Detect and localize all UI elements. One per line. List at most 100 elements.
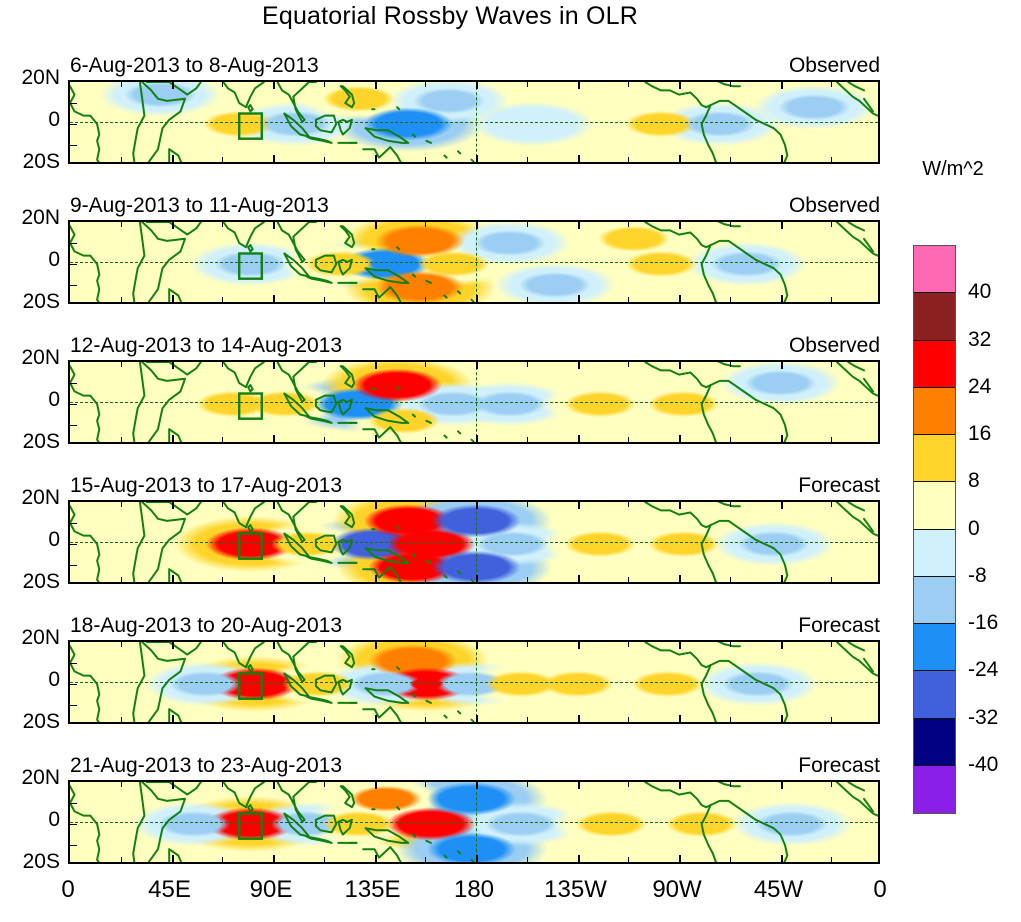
axis-tick xyxy=(273,642,275,649)
axis-tick xyxy=(831,82,833,87)
coastline xyxy=(247,804,254,813)
axis-tick xyxy=(476,222,478,229)
axis-tick xyxy=(476,435,478,442)
axis-tick xyxy=(577,502,580,509)
coastline xyxy=(283,532,311,558)
coastline xyxy=(644,362,712,389)
coastline xyxy=(362,426,402,442)
coastline xyxy=(222,222,265,249)
coastline xyxy=(700,664,717,722)
panel-date-range: 9-Aug-2013 to 11-Aug-2013 xyxy=(70,194,329,217)
colorbar-tick-label: -32 xyxy=(968,705,999,729)
axis-tick xyxy=(171,642,174,649)
axis-tick xyxy=(729,717,731,722)
coastline xyxy=(364,407,410,424)
region-marker-box xyxy=(237,112,263,140)
coastline xyxy=(132,82,146,162)
coastline xyxy=(644,502,712,529)
y-axis-label: 0 xyxy=(48,808,60,831)
axis-tick xyxy=(120,717,122,722)
axis-tick xyxy=(70,103,77,104)
x-axis-label: 90E xyxy=(249,876,293,903)
coastline xyxy=(70,785,101,862)
coastline xyxy=(847,82,865,92)
y-axis-label: 0 xyxy=(48,528,60,551)
coastline xyxy=(470,438,475,442)
y-axis-label: 20N xyxy=(21,626,60,649)
axis-tick xyxy=(374,782,377,789)
axis-tick xyxy=(780,155,783,162)
coastline xyxy=(145,362,202,376)
axis-tick xyxy=(120,857,122,862)
axis-tick xyxy=(679,222,681,229)
y-axis-label: 20S xyxy=(22,850,60,873)
equator-line xyxy=(70,682,878,683)
axis-tick xyxy=(831,502,833,507)
axis-tick xyxy=(120,782,122,787)
axis-tick xyxy=(780,362,783,369)
coastline xyxy=(222,502,265,529)
map-panel xyxy=(68,360,880,444)
x-axis-label: 45E xyxy=(148,876,191,903)
coastline xyxy=(709,659,789,722)
axis-tick xyxy=(425,437,427,442)
axis-tick xyxy=(70,544,77,545)
colorbar-band xyxy=(914,529,955,577)
coastline xyxy=(364,547,410,564)
coastline xyxy=(835,642,878,677)
axis-tick xyxy=(222,857,224,862)
y-axis-label: 20N xyxy=(21,766,60,789)
coastline xyxy=(863,797,874,813)
axis-tick xyxy=(780,435,783,442)
coastline xyxy=(411,413,417,418)
panel-kind-label: Observed xyxy=(788,54,880,77)
axis-tick xyxy=(70,383,77,384)
coastline xyxy=(396,806,401,811)
axis-tick xyxy=(120,437,122,442)
axis-tick xyxy=(679,502,681,509)
region-marker-box xyxy=(237,672,263,700)
axis-tick xyxy=(831,437,833,442)
axis-tick xyxy=(171,155,174,162)
axis-tick xyxy=(323,717,325,722)
axis-tick xyxy=(273,295,275,302)
panel-date-range: 18-Aug-2013 to 20-Aug-2013 xyxy=(70,614,343,637)
axis-tick xyxy=(679,435,681,442)
axis-tick xyxy=(374,155,377,162)
axis-tick xyxy=(120,297,122,302)
axis-tick xyxy=(628,717,630,722)
coastline-overlay xyxy=(70,782,878,862)
coastline xyxy=(339,505,356,529)
colorbar-band xyxy=(914,671,955,719)
coastline xyxy=(364,267,410,284)
panel-date-range: 15-Aug-2013 to 17-Aug-2013 xyxy=(70,474,343,497)
axis-tick xyxy=(171,362,174,369)
axis-tick xyxy=(729,222,731,227)
coastline xyxy=(305,415,333,424)
axis-tick xyxy=(628,642,630,647)
coastline xyxy=(362,146,402,162)
axis-tick xyxy=(171,715,174,722)
axis-tick xyxy=(628,82,630,87)
y-axis-label: 20N xyxy=(21,346,60,369)
axis-tick xyxy=(323,297,325,302)
colorbar-band xyxy=(914,435,955,483)
panel-kind-label: Observed xyxy=(788,334,880,357)
axis-tick xyxy=(120,502,122,507)
coastline xyxy=(141,362,186,442)
panel-header: 9-Aug-2013 to 11-Aug-2013 Observed xyxy=(68,194,880,222)
colorbar-tick-label: 24 xyxy=(968,374,992,398)
axis-tick xyxy=(120,157,122,162)
axis-tick xyxy=(831,362,833,367)
axis-tick xyxy=(222,222,224,227)
axis-tick xyxy=(70,264,77,265)
coastline xyxy=(168,428,183,442)
axis-tick xyxy=(729,82,731,87)
axis-tick xyxy=(120,642,122,647)
axis-tick xyxy=(628,362,630,367)
y-axis-label: 20S xyxy=(22,570,60,593)
coastline xyxy=(709,99,789,162)
axis-tick xyxy=(70,824,77,825)
coastline xyxy=(362,286,402,302)
